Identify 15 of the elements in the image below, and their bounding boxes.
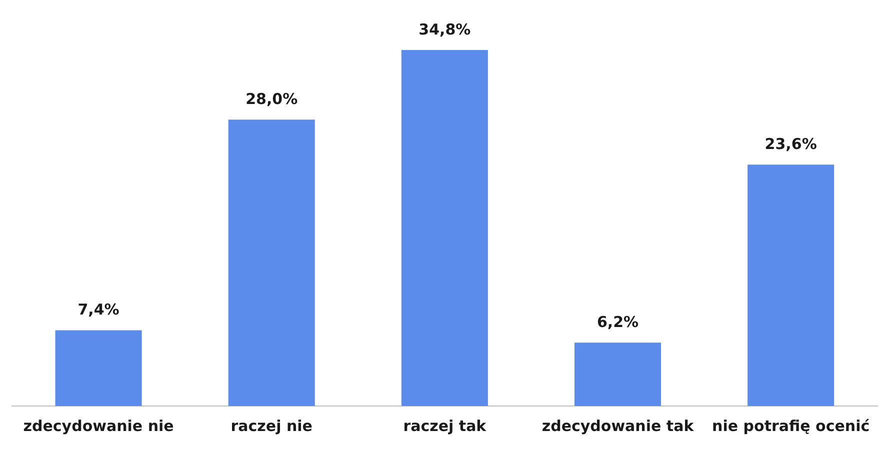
x-tick-label: zdecydowanie nie — [23, 416, 174, 435]
bar — [55, 330, 142, 406]
bar — [228, 120, 315, 406]
data-label: 6,2% — [596, 312, 639, 331]
x-tick-label: nie potrafię ocenić — [712, 416, 870, 435]
bar — [574, 342, 662, 406]
x-tick-label: raczej tak — [403, 416, 488, 435]
bar — [748, 164, 834, 406]
data-label: 34,8% — [418, 20, 471, 38]
data-label: 28,0% — [246, 90, 298, 108]
bar — [401, 50, 488, 406]
data-label: 7,4% — [78, 300, 120, 319]
data-label: 23,6% — [764, 134, 817, 153]
x-tick-label: zdecydowanie tak — [542, 416, 695, 435]
x-tick-label: raczej nie — [230, 416, 312, 435]
